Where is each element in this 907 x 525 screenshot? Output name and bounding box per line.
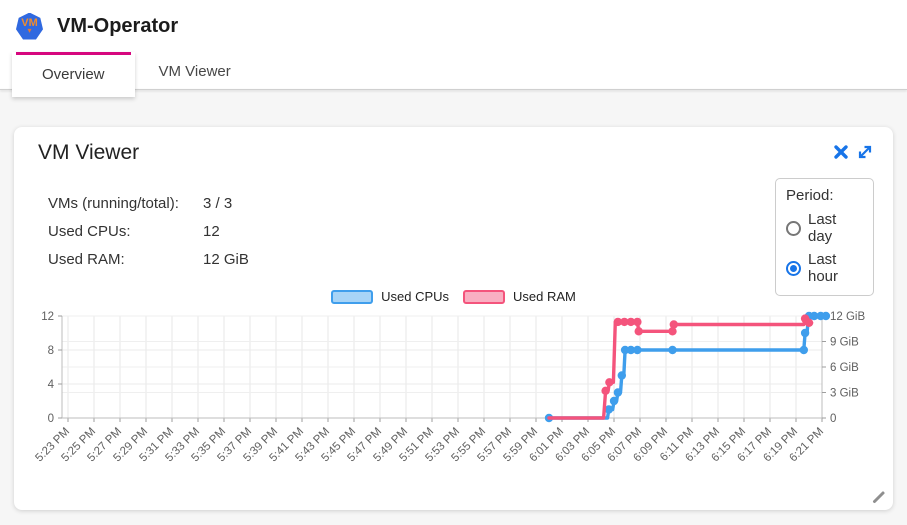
svg-text:8: 8 bbox=[48, 345, 54, 357]
svg-text:6 GiB: 6 GiB bbox=[830, 362, 859, 374]
logo-text: VM bbox=[21, 17, 38, 29]
stat-ram-row: Used RAM: 12 GiB bbox=[48, 245, 249, 273]
radio-last-hour-label: Last hour bbox=[808, 251, 839, 285]
close-icon[interactable] bbox=[833, 144, 849, 160]
app-title: VM-Operator bbox=[57, 14, 179, 37]
period-label: Period: bbox=[786, 187, 834, 204]
stat-vms-value: 3 / 3 bbox=[203, 194, 233, 212]
tab-vm-viewer-label: VM Viewer bbox=[158, 62, 231, 80]
svg-text:9 GiB: 9 GiB bbox=[830, 337, 859, 349]
usage-chart: 5:23 PM 5:25 PM 5:27 PM 5:29 PM 5:31 PM 5:33 … bbox=[30, 307, 890, 475]
svg-text:4: 4 bbox=[48, 379, 55, 391]
svg-text:3 GiB: 3 GiB bbox=[830, 388, 859, 400]
logo-arrow-icon: ▾ bbox=[27, 26, 32, 35]
stat-ram-label: Used RAM: bbox=[48, 250, 125, 268]
radio-last-day-icon[interactable] bbox=[786, 220, 801, 236]
legend-used-ram-swatch bbox=[463, 289, 506, 304]
legend-used-cpus-label: Used CPUs bbox=[381, 289, 450, 304]
legend-used-cpus-swatch bbox=[331, 289, 374, 304]
stat-cpus-value: 12 bbox=[203, 222, 220, 240]
legend-used-cpus[interactable]: Used CPUs bbox=[331, 289, 449, 304]
tab-bar: Overview VM Viewer bbox=[0, 52, 907, 97]
radio-last-hour-icon[interactable] bbox=[786, 260, 801, 276]
vm-viewer-panel: VM Viewer VMs (running/total): 3 / 3 Use… bbox=[14, 127, 893, 510]
page-background: VM Viewer VMs (running/total): 3 / 3 Use… bbox=[0, 90, 907, 525]
tab-overview[interactable]: Overview bbox=[12, 52, 135, 97]
app-header: VM ▾ VM-Operator bbox=[0, 0, 907, 52]
svg-text:12: 12 bbox=[41, 311, 54, 323]
tab-overview-label: Overview bbox=[42, 66, 105, 83]
radio-last-day[interactable]: Last day bbox=[786, 211, 863, 245]
chart-legend: Used CPUs Used RAM bbox=[14, 289, 893, 304]
period-group: Period: Last day Last hour bbox=[775, 178, 874, 296]
panel-title: VM Viewer bbox=[38, 141, 140, 164]
tab-vm-viewer[interactable]: VM Viewer bbox=[135, 52, 255, 90]
legend-used-ram[interactable]: Used RAM bbox=[463, 289, 576, 304]
stat-ram-value: 12 GiB bbox=[203, 250, 249, 268]
radio-last-day-label: Last day bbox=[808, 211, 837, 245]
stat-cpus-row: Used CPUs: 12 bbox=[48, 217, 249, 245]
expand-icon[interactable] bbox=[857, 144, 873, 160]
resize-handle-icon[interactable] bbox=[870, 488, 888, 506]
stats-block: VMs (running/total): 3 / 3 Used CPUs: 12… bbox=[48, 189, 249, 273]
legend-used-ram-label: Used RAM bbox=[513, 289, 576, 304]
stat-cpus-label: Used CPUs: bbox=[48, 222, 131, 240]
vm-heptagon-logo: VM ▾ bbox=[16, 12, 43, 40]
radio-last-hour[interactable]: Last hour bbox=[786, 251, 863, 285]
svg-text:0: 0 bbox=[830, 413, 836, 425]
stat-vms-label: VMs (running/total): bbox=[48, 194, 179, 212]
svg-text:0: 0 bbox=[48, 413, 54, 425]
usage-chart-svg: 5:23 PM5:25 PM5:27 PM5:29 PM5:31 PM5:33 … bbox=[33, 311, 865, 464]
svg-text:12 GiB: 12 GiB bbox=[830, 311, 865, 323]
stat-vms-row: VMs (running/total): 3 / 3 bbox=[48, 189, 249, 217]
